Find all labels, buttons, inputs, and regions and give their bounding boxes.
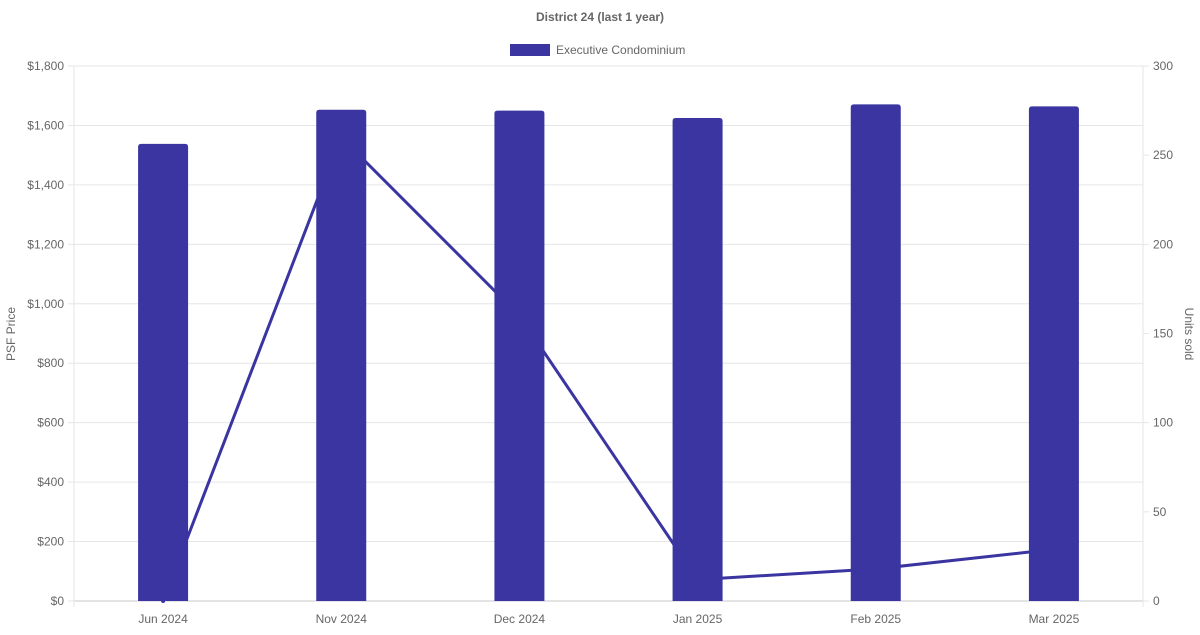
line-point [695, 577, 700, 582]
y-left-tick-label: $0 [51, 594, 65, 608]
bar [494, 110, 545, 601]
grid [68, 65, 1149, 607]
line-point [1051, 547, 1056, 552]
bar [1028, 106, 1079, 601]
y-right-tick-label: 300 [1153, 59, 1173, 73]
bar [138, 143, 189, 601]
y-left-axis-label: PSF Price [4, 307, 18, 361]
bar [850, 104, 901, 601]
series-line [161, 135, 1055, 602]
line-point [339, 135, 344, 140]
x-tick-label: Jun 2024 [138, 612, 188, 626]
bar [316, 109, 367, 602]
y-right-tick-label: 100 [1153, 416, 1173, 430]
y-right-tick-label: 50 [1153, 505, 1167, 519]
axes: $0 $200 $400 $600 $800 $1,000 $1,200 $1,400 $1,6… [27, 59, 1173, 626]
legend-label[interactable]: Executive Condominium [556, 43, 685, 57]
line-point [161, 599, 166, 603]
y-left-tick-label: $800 [37, 356, 64, 370]
y-right-tick-label: 150 [1153, 327, 1173, 341]
line-point [873, 566, 878, 571]
y-left-tick-label: $200 [37, 535, 64, 549]
x-tick-label: Mar 2025 [1029, 612, 1080, 626]
x-tick-label: Feb 2025 [850, 612, 901, 626]
y-right-axis-label: Units sold [1182, 308, 1196, 361]
x-tick-label: Jan 2025 [673, 612, 723, 626]
y-right-tick-label: 0 [1153, 594, 1160, 608]
line-series [161, 135, 1056, 603]
chart-title: District 24 (last 1 year) [536, 10, 664, 24]
y-left-tick-label: $600 [37, 416, 64, 430]
bar-series [138, 104, 1079, 602]
legend-swatch[interactable] [510, 44, 550, 56]
y-left-tick-label: $1,000 [27, 297, 64, 311]
x-tick-label: Nov 2024 [316, 612, 368, 626]
y-left-tick-label: $1,200 [27, 237, 64, 251]
line-point [517, 313, 522, 318]
x-tick-label: Dec 2024 [494, 612, 546, 626]
y-left-tick-label: $1,400 [27, 178, 64, 192]
y-left-tick-label: $1,600 [27, 118, 64, 132]
y-right-tick-label: 250 [1153, 148, 1173, 162]
y-left-tick-label: $400 [37, 475, 64, 489]
y-left-tick-label: $1,800 [27, 59, 64, 73]
bar [672, 118, 723, 601]
y-right-tick-label: 200 [1153, 237, 1173, 251]
